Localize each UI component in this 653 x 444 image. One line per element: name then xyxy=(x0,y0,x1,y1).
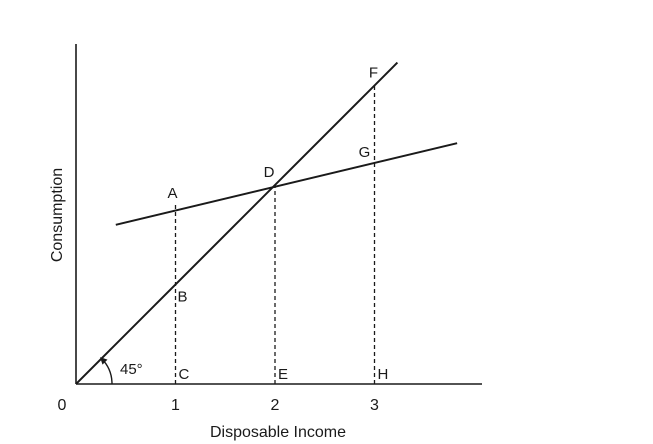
point-label-g: G xyxy=(359,144,371,161)
dashed-guide-lines xyxy=(174,85,376,384)
series-lines xyxy=(75,61,458,385)
x-axis-title: Disposable Income xyxy=(210,424,346,441)
point-label-h: H xyxy=(378,366,389,383)
point-label-c: C xyxy=(179,366,190,383)
point-label-a: A xyxy=(167,185,177,202)
x-tick-labels: 1 2 3 xyxy=(171,397,379,414)
point-label-f: F xyxy=(369,65,378,82)
angle-label: 45° xyxy=(120,361,143,378)
point-label-b: B xyxy=(178,289,188,306)
angle-arrowhead xyxy=(100,357,108,365)
x-tick-label: 1 xyxy=(171,397,180,414)
angle-marker: 45° xyxy=(100,357,143,385)
series-line-consumption xyxy=(115,142,458,226)
point-labels: A B C D E F G H xyxy=(167,65,388,384)
x-tick-label: 3 xyxy=(370,397,379,414)
origin-label: 0 xyxy=(58,397,67,414)
point-label-e: E xyxy=(278,366,288,383)
x-tick-label: 2 xyxy=(271,397,280,414)
series-line-forty-five-degree xyxy=(75,61,399,385)
point-label-d: D xyxy=(264,164,275,181)
y-axis-title: Consumption xyxy=(49,168,66,262)
